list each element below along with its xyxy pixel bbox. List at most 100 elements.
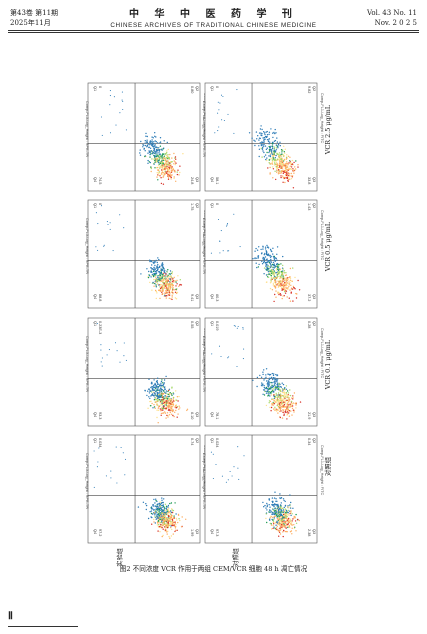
cell-event bbox=[160, 380, 163, 383]
cell-event bbox=[148, 161, 150, 163]
cell-event bbox=[171, 296, 173, 298]
cell-event bbox=[186, 408, 189, 410]
cell-event bbox=[289, 276, 291, 278]
cell-event bbox=[256, 257, 258, 259]
cell-event bbox=[168, 290, 170, 292]
cell-event bbox=[275, 269, 278, 271]
cell-event bbox=[165, 164, 167, 166]
cell-event bbox=[283, 282, 285, 285]
cell-event bbox=[283, 525, 285, 527]
cell-event bbox=[285, 282, 288, 285]
cell-event bbox=[223, 119, 225, 122]
cell-event bbox=[167, 286, 169, 288]
quadrant-value-q3: 24.8 bbox=[190, 177, 194, 184]
cell-event bbox=[256, 376, 259, 379]
cell-event bbox=[271, 161, 273, 164]
cell-event bbox=[282, 535, 284, 538]
cell-event bbox=[286, 176, 289, 179]
cell-event bbox=[287, 521, 289, 523]
cell-event bbox=[156, 142, 159, 144]
quadrant-value-q4: 60.3 bbox=[215, 294, 219, 301]
cell-event bbox=[153, 512, 156, 514]
cell-event bbox=[144, 142, 146, 144]
cell-event bbox=[280, 386, 282, 388]
cell-event bbox=[150, 170, 152, 173]
cell-event bbox=[293, 392, 296, 394]
cell-event bbox=[161, 393, 164, 395]
cell-event bbox=[279, 393, 282, 395]
cell-event bbox=[163, 507, 166, 510]
cell-event bbox=[174, 502, 176, 504]
cell-event bbox=[273, 263, 275, 265]
cell-event bbox=[270, 270, 272, 272]
cell-event bbox=[270, 145, 272, 147]
cell-event bbox=[274, 409, 276, 412]
cell-event bbox=[171, 279, 174, 281]
cell-event bbox=[157, 267, 159, 269]
quadrant-label-q4: Q4 bbox=[210, 529, 214, 534]
cell-event bbox=[155, 388, 157, 390]
cell-event bbox=[155, 498, 157, 500]
cell-event bbox=[170, 520, 172, 523]
cell-event bbox=[175, 523, 177, 526]
cell-event bbox=[274, 157, 276, 159]
cell-event bbox=[160, 521, 162, 524]
cell-event bbox=[172, 278, 174, 280]
cell-event bbox=[170, 502, 173, 504]
cell-event bbox=[146, 141, 149, 143]
cell-event bbox=[144, 150, 146, 152]
cell-event bbox=[271, 384, 273, 386]
cell-event bbox=[280, 171, 283, 173]
cell-event bbox=[144, 144, 147, 147]
cell-event bbox=[276, 385, 278, 388]
cell-event bbox=[262, 248, 264, 250]
cell-event bbox=[150, 395, 152, 397]
cell-event bbox=[210, 252, 212, 254]
cell-event bbox=[285, 172, 288, 174]
group-label: 对照组 bbox=[232, 548, 240, 567]
cell-event bbox=[279, 507, 281, 510]
cell-event bbox=[272, 527, 274, 530]
cell-event bbox=[160, 502, 162, 505]
cell-event bbox=[290, 530, 293, 532]
cell-event bbox=[278, 166, 280, 169]
cell-event bbox=[267, 373, 269, 375]
cell-event bbox=[295, 297, 298, 299]
cell-event bbox=[291, 524, 293, 526]
cell-event bbox=[270, 510, 272, 512]
quadrant-label-q1: Q1 bbox=[210, 321, 214, 326]
cell-event bbox=[298, 519, 300, 522]
cell-event bbox=[279, 285, 281, 287]
cell-event bbox=[149, 153, 151, 156]
cell-event bbox=[164, 152, 166, 155]
cell-event bbox=[261, 128, 263, 131]
cell-event bbox=[167, 178, 170, 180]
quadrant-label-q3: Q3 bbox=[312, 529, 316, 534]
cell-event bbox=[258, 148, 261, 150]
cell-event bbox=[274, 282, 277, 284]
cell-event bbox=[155, 160, 158, 162]
cell-event bbox=[237, 325, 239, 328]
cell-event bbox=[163, 518, 166, 520]
cell-event bbox=[297, 166, 299, 168]
cell-event bbox=[220, 94, 223, 96]
cell-event bbox=[166, 520, 169, 523]
cell-event bbox=[276, 403, 279, 405]
scatter-points bbox=[95, 205, 183, 301]
cell-event bbox=[276, 520, 278, 522]
cell-event bbox=[157, 278, 159, 281]
scatter-points bbox=[210, 213, 301, 303]
cell-event bbox=[178, 518, 180, 520]
cell-event bbox=[147, 407, 149, 409]
cell-event bbox=[266, 281, 268, 283]
cell-event bbox=[159, 279, 161, 281]
cell-event bbox=[282, 161, 284, 163]
cell-event bbox=[174, 406, 176, 408]
cell-event bbox=[289, 399, 291, 401]
cell-event bbox=[275, 500, 277, 502]
cell-event bbox=[280, 497, 283, 499]
cell-event bbox=[269, 509, 271, 512]
cell-event bbox=[265, 148, 268, 151]
cell-event bbox=[288, 520, 291, 522]
cell-event bbox=[159, 501, 161, 503]
